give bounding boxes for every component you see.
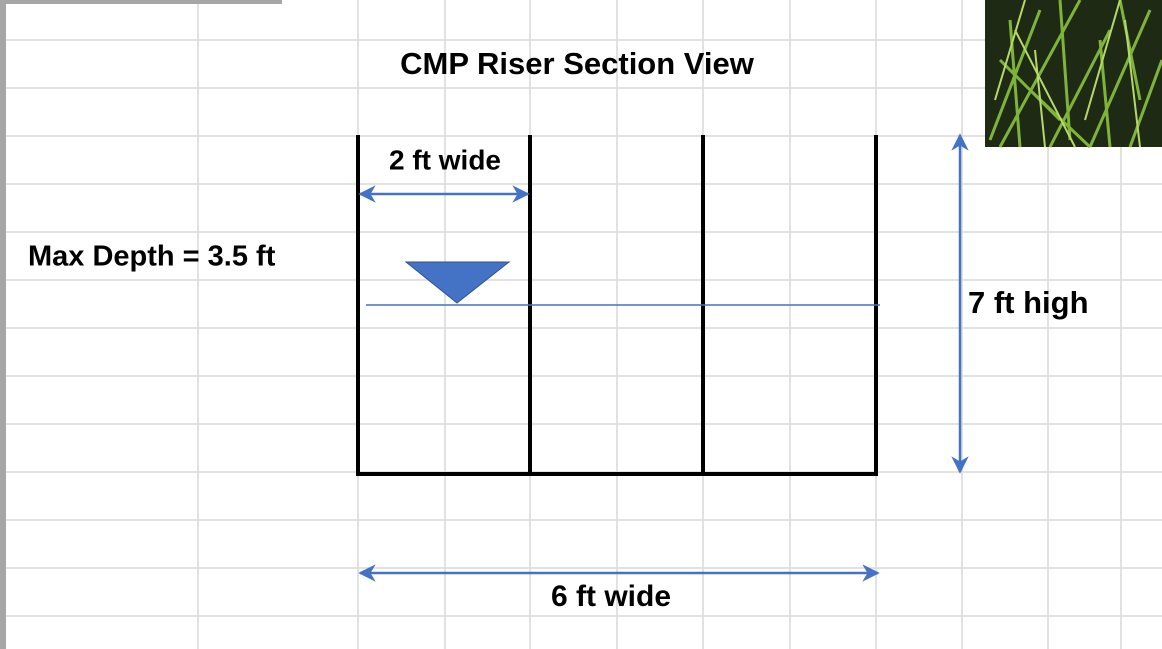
label: 2 ft wide: [389, 144, 501, 175]
water-level-symbol: [406, 262, 509, 303]
title: CMP Riser Section View: [400, 46, 755, 81]
label: 7 ft high: [968, 285, 1089, 320]
page: {"diagram": {"title": "CMP Riser Section…: [0, 0, 1162, 649]
label: 6 ft wide: [551, 580, 671, 613]
label: Max Depth = 3.5 ft: [28, 241, 276, 273]
grass-image: [985, 0, 1162, 147]
left-border: [0, 0, 6, 649]
diagram: CMP Riser Section View 2 ft wide Max Dep…: [0, 0, 1162, 649]
top-border: [0, 0, 282, 4]
